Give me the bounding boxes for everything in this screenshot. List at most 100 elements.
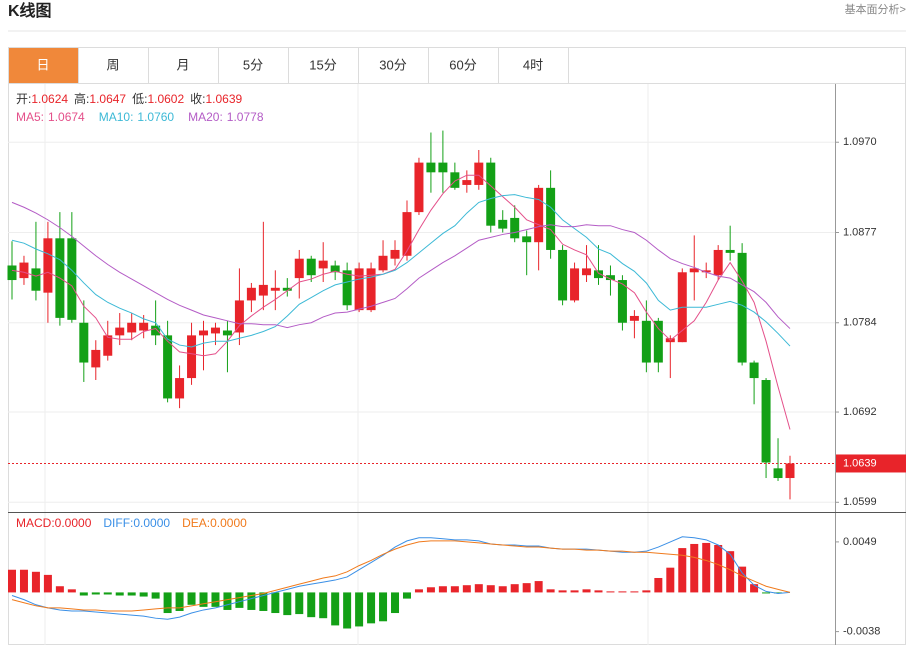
candle-body bbox=[546, 187, 556, 250]
macd-bar bbox=[367, 592, 376, 624]
macd-bar bbox=[774, 592, 783, 594]
tab-label[interactable]: 30分 bbox=[379, 57, 406, 72]
macd-bar bbox=[510, 584, 519, 593]
candle-body bbox=[593, 270, 603, 279]
macd-bar bbox=[271, 592, 280, 614]
candle-body bbox=[749, 362, 759, 379]
candle-body bbox=[713, 249, 723, 276]
y-tick-label: -0.0038 bbox=[843, 626, 880, 638]
tab-label[interactable]: 日 bbox=[36, 57, 49, 72]
macd-bar bbox=[486, 585, 495, 593]
macd-bar bbox=[235, 592, 244, 608]
ohlc-value: 1.0647 bbox=[89, 92, 126, 106]
candle-body bbox=[91, 349, 101, 368]
candle-body bbox=[282, 287, 292, 291]
indicator-line bbox=[11, 201, 791, 329]
candle-body bbox=[318, 260, 328, 269]
macd-bar bbox=[738, 566, 747, 593]
candle-body bbox=[629, 315, 639, 321]
last-price-tag bbox=[836, 454, 906, 473]
legend-value: 0.0000 bbox=[133, 516, 170, 530]
macd-bar bbox=[450, 586, 459, 593]
candle-body bbox=[701, 270, 711, 273]
tab-label[interactable]: 周 bbox=[106, 57, 119, 72]
tab[interactable] bbox=[218, 47, 289, 84]
macd-bar bbox=[379, 592, 388, 622]
legend-value: 1.0778 bbox=[227, 110, 264, 124]
tab[interactable] bbox=[8, 47, 79, 84]
candle-body bbox=[163, 335, 173, 399]
macd-bar bbox=[139, 592, 148, 597]
candle-body bbox=[414, 162, 424, 213]
candle-body bbox=[438, 162, 448, 173]
candle-body bbox=[31, 268, 41, 291]
candle-body bbox=[737, 252, 747, 363]
macd-bar bbox=[654, 577, 663, 593]
tab-label[interactable]: 60分 bbox=[449, 57, 476, 72]
candle-body bbox=[366, 268, 376, 311]
candle-body bbox=[127, 322, 137, 333]
macd-bar bbox=[594, 590, 603, 593]
legend-label: MA20: bbox=[188, 110, 223, 124]
macd-bar bbox=[331, 592, 340, 626]
macd-bar bbox=[247, 592, 256, 610]
candle-body bbox=[342, 270, 352, 306]
candle-body bbox=[234, 300, 244, 333]
macd-bar bbox=[666, 567, 675, 593]
candle-body bbox=[689, 268, 699, 273]
candle-body bbox=[270, 287, 280, 291]
legend-value: 0.0000 bbox=[210, 516, 247, 530]
macd-bar bbox=[43, 574, 52, 593]
ohlc-value: 1.0639 bbox=[205, 92, 242, 106]
macd-bar bbox=[462, 585, 471, 593]
legend-label: MA5: bbox=[16, 110, 44, 124]
macd-bar bbox=[642, 590, 651, 593]
candle-body bbox=[486, 162, 496, 226]
macd-bar bbox=[534, 581, 543, 593]
tab-label[interactable]: 4时 bbox=[523, 57, 543, 72]
candle-body bbox=[246, 287, 256, 301]
candle-body bbox=[426, 162, 436, 173]
candle-body bbox=[139, 322, 149, 331]
candle-body bbox=[474, 162, 484, 185]
legend-label: DEA: bbox=[182, 516, 210, 530]
tab-label[interactable]: 5分 bbox=[243, 57, 263, 72]
candle-body bbox=[773, 468, 783, 479]
y-tick-label: 1.0970 bbox=[843, 136, 877, 148]
macd-bar bbox=[726, 551, 735, 593]
macd-bar bbox=[750, 584, 759, 593]
macd-bar bbox=[426, 587, 435, 593]
macd-bar bbox=[307, 592, 316, 618]
y-tick-label: 1.0692 bbox=[843, 406, 877, 418]
legend-label: MA10: bbox=[99, 110, 134, 124]
candle-body bbox=[498, 219, 508, 229]
fundamental-link[interactable]: 基本面分析> bbox=[845, 2, 906, 16]
macd-bar bbox=[259, 592, 268, 611]
indicator-line bbox=[11, 536, 791, 620]
candle-body bbox=[450, 172, 460, 188]
tab-label[interactable]: 月 bbox=[176, 57, 189, 72]
tab[interactable] bbox=[148, 47, 219, 84]
macd-bar bbox=[474, 584, 483, 593]
tab[interactable] bbox=[288, 47, 359, 84]
candle-body bbox=[43, 238, 53, 293]
ohlc-label: 高: bbox=[74, 91, 89, 106]
tab[interactable] bbox=[78, 47, 149, 84]
indicator-line bbox=[11, 174, 791, 430]
ohlc-value: 1.0624 bbox=[31, 92, 68, 106]
macd-bar bbox=[570, 590, 579, 593]
candle-body bbox=[199, 330, 209, 336]
tab-label[interactable]: 15分 bbox=[309, 57, 336, 72]
candle-body bbox=[390, 249, 400, 259]
candle-body bbox=[522, 236, 532, 243]
candle-body bbox=[534, 187, 544, 243]
tab[interactable] bbox=[358, 47, 429, 84]
candle-body bbox=[570, 268, 580, 301]
y-tick-label: 0.0049 bbox=[843, 536, 877, 548]
macd-bar bbox=[211, 592, 220, 607]
macd-bar bbox=[319, 592, 328, 619]
tab[interactable] bbox=[498, 47, 569, 84]
candle-body bbox=[761, 380, 771, 463]
macd-bar bbox=[127, 592, 136, 596]
